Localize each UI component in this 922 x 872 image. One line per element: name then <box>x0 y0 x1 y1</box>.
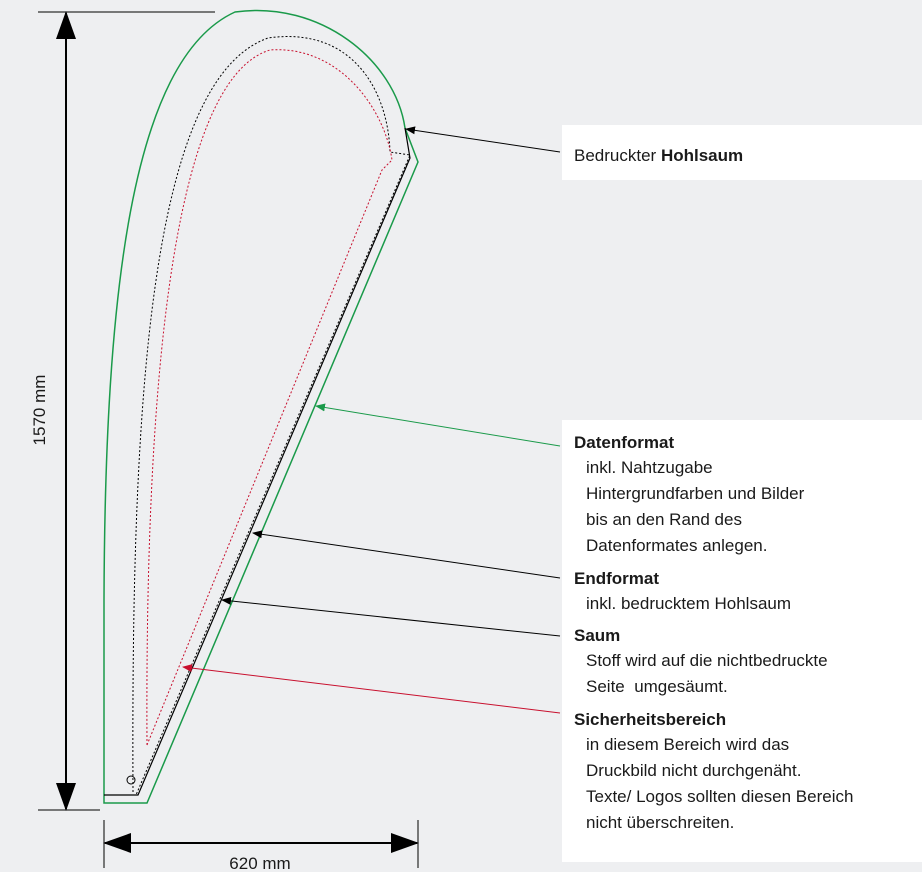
callout-line: Texte/ Logos sollten diesen Bereich <box>586 787 853 806</box>
callout-line: bis an den Rand des <box>586 510 742 529</box>
callout-arrow <box>221 596 561 637</box>
data-format-outline <box>103 9 419 804</box>
callout-arrow <box>252 530 561 579</box>
callout-line: Seite umgesäumt. <box>586 677 728 696</box>
callout-arrow <box>315 403 561 447</box>
callout-line: Datenformates anlegen. <box>586 536 767 555</box>
callout-line: in diesem Bereich wird das <box>586 735 789 754</box>
callout-title: Saum <box>574 626 620 645</box>
callout-line: Hintergrundfarben und Bilder <box>586 484 805 503</box>
callout-line: nicht überschreiten. <box>586 813 734 832</box>
callout-arrow <box>405 126 561 153</box>
label-box <box>562 125 922 180</box>
callout-line: inkl. bedrucktem Hohlsaum <box>586 594 791 613</box>
callout-title: Sicherheitsbereich <box>574 710 726 729</box>
width-label: 620 mm <box>229 854 290 872</box>
callout-title: Datenformat <box>574 433 674 452</box>
callout-line: Druckbild nicht durchgenäht. <box>586 761 801 780</box>
grommet <box>126 775 136 785</box>
hem-line <box>132 36 411 796</box>
label-box <box>562 420 922 862</box>
callout-arrow <box>182 664 561 714</box>
callout-line: Stoff wird auf die nichtbedruckte <box>586 651 828 670</box>
callout-title: Endformat <box>574 569 659 588</box>
end-format-line <box>104 127 411 796</box>
callout-text: Bedruckter Hohlsaum <box>574 146 743 165</box>
safety-line <box>146 49 393 746</box>
callout-line: inkl. Nahtzugabe <box>586 458 713 477</box>
height-label: 1570 mm <box>30 375 49 446</box>
